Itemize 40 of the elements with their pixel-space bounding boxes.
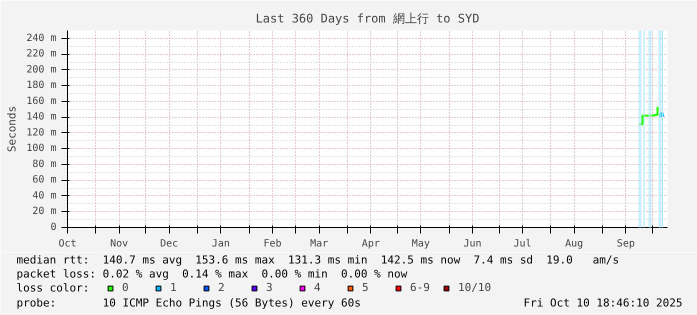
- x-tick-label: Aug: [565, 238, 584, 250]
- y-tick-label: 100 m: [26, 143, 57, 154]
- y-tick-label: 20 m: [32, 206, 57, 218]
- x-tick-label: Sep: [616, 238, 635, 250]
- y-tick-label: 0: [50, 222, 57, 233]
- y-tick-label: 60 m: [32, 174, 57, 186]
- x-tick-label: Jun: [463, 238, 482, 250]
- chart-title: Last 360 Days from 網上行 to SYD: [256, 12, 480, 26]
- legend-label: 2: [218, 281, 226, 294]
- x-tick-label: Feb: [263, 238, 282, 250]
- legend-label: 1: [170, 281, 178, 294]
- legend-label: 6-9: [410, 281, 430, 294]
- y-tick-label: 240 m: [26, 32, 57, 44]
- text: packet loss: 0.02 % avg 0.14 % max 0.00 % min 0.00 % now: [16, 268, 408, 280]
- x-tick-label: Apr: [362, 238, 380, 250]
- x-tick-label: Jan: [212, 238, 230, 250]
- x-tick-label: Nov: [110, 238, 128, 250]
- y-tick-label: 160 m: [26, 96, 57, 107]
- legend-label: 10/10: [458, 281, 492, 294]
- y-tick-label: 220 m: [26, 48, 57, 60]
- x-tick-label: Oct: [58, 238, 77, 250]
- y-tick-label: 200 m: [26, 64, 57, 76]
- x-tick-label: Mar: [310, 238, 328, 250]
- y-tick-label: 120 m: [26, 127, 57, 138]
- y-axis-title: Seconds: [5, 106, 18, 152]
- x-tick-label: Jul: [513, 238, 532, 250]
- y-tick-label: 40 m: [32, 190, 57, 202]
- legend-title: loss color:: [16, 282, 90, 294]
- legend-label: 5: [362, 281, 370, 294]
- x-tick-label: May: [412, 238, 430, 250]
- text: probe: 10 ICMP Echo Pings (56 Bytes) every 60s: [16, 296, 361, 310]
- y-tick-label: 180 m: [26, 80, 57, 92]
- y-tick-label: 80 m: [32, 158, 57, 170]
- y-tick-label: 140 m: [26, 112, 57, 123]
- text: median rtt: 140.7 ms avg 153.6 ms max 131.3 ms min 142.5 ms now 7.4 ms sd 19.0 am/s: [16, 254, 620, 266]
- legend-label: 0: [122, 281, 130, 294]
- text: Fri Oct 10 18:46:10 2025: [524, 296, 683, 310]
- legend-label: 3: [266, 281, 274, 294]
- legend-label: 4: [314, 281, 322, 294]
- x-tick-label: Dec: [160, 238, 178, 250]
